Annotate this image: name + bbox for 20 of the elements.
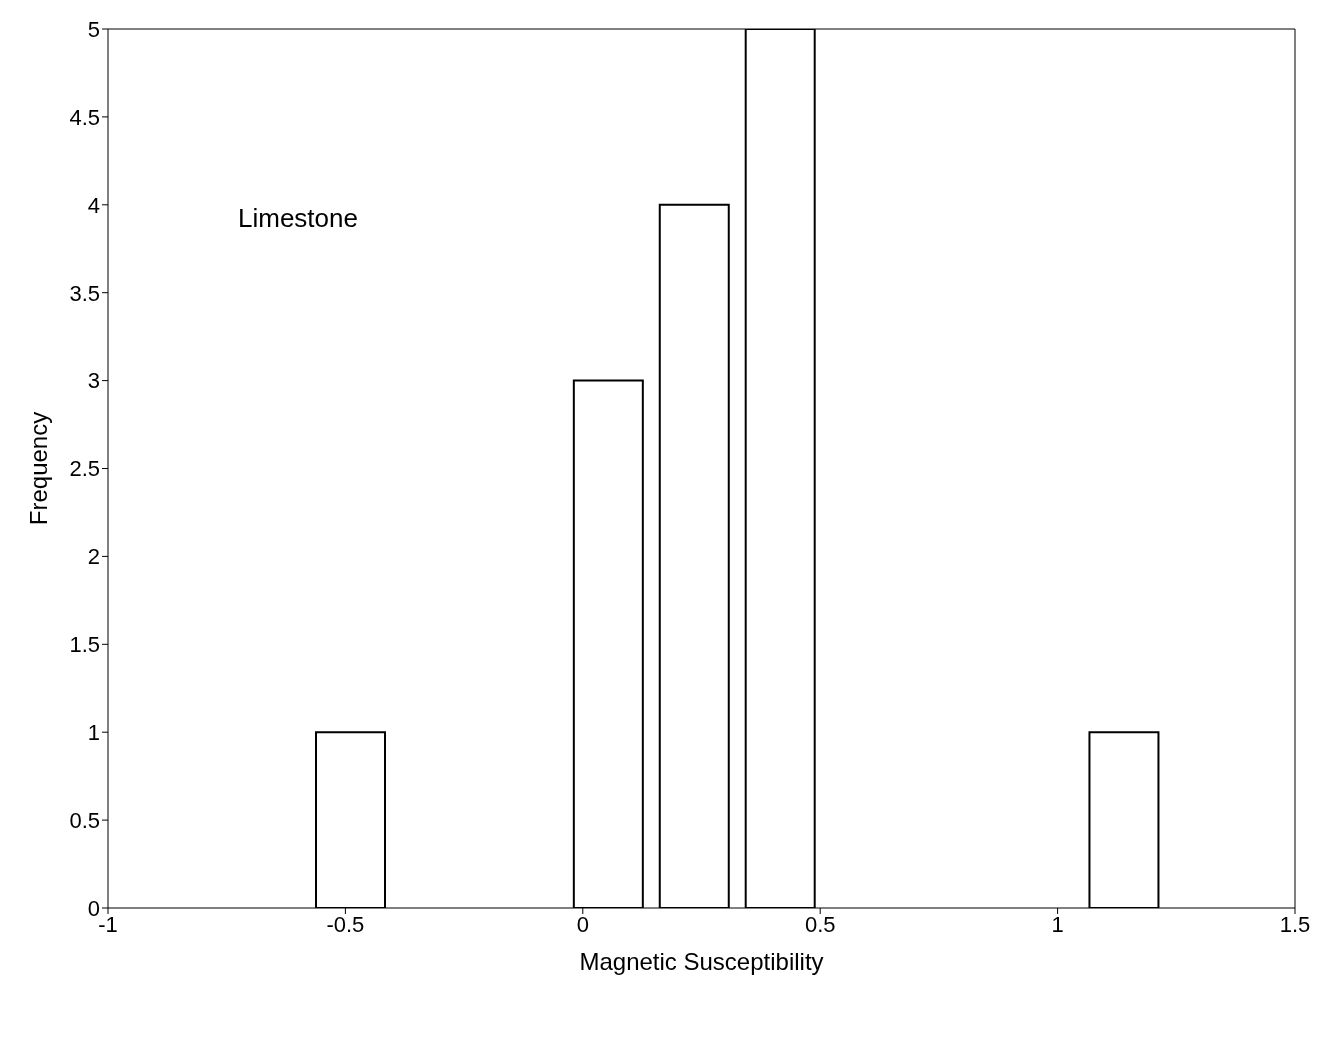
y-tick-label: 2 bbox=[87, 544, 100, 570]
y-tick-label: 1 bbox=[87, 720, 100, 746]
y-tick-label: 3.5 bbox=[69, 280, 100, 306]
y-tick-label: 0 bbox=[87, 895, 100, 921]
y-tick-label: 4 bbox=[87, 192, 100, 218]
y-tick-label: 4.5 bbox=[69, 104, 100, 130]
x-tick-label: 1 bbox=[1051, 911, 1064, 937]
x-tick-label: -0.5 bbox=[326, 911, 365, 937]
y-tick-label: 2.5 bbox=[69, 456, 100, 482]
x-tick-label: 1.5 bbox=[1279, 911, 1311, 937]
x-tick-label: -1 bbox=[98, 911, 118, 937]
y-tick-label: 5 bbox=[87, 16, 100, 42]
y-tick-label: 1.5 bbox=[69, 632, 100, 658]
y-tick-label: 0.5 bbox=[69, 807, 100, 833]
x-axis-title: Magnetic Susceptibility bbox=[579, 948, 824, 975]
y-tick-label: 3 bbox=[87, 368, 100, 394]
x-tick-label: 0.5 bbox=[804, 911, 836, 937]
y-axis-title: Frequency bbox=[24, 411, 52, 526]
annotation: Limestone bbox=[238, 203, 358, 234]
x-tick-label: 0 bbox=[576, 911, 589, 937]
